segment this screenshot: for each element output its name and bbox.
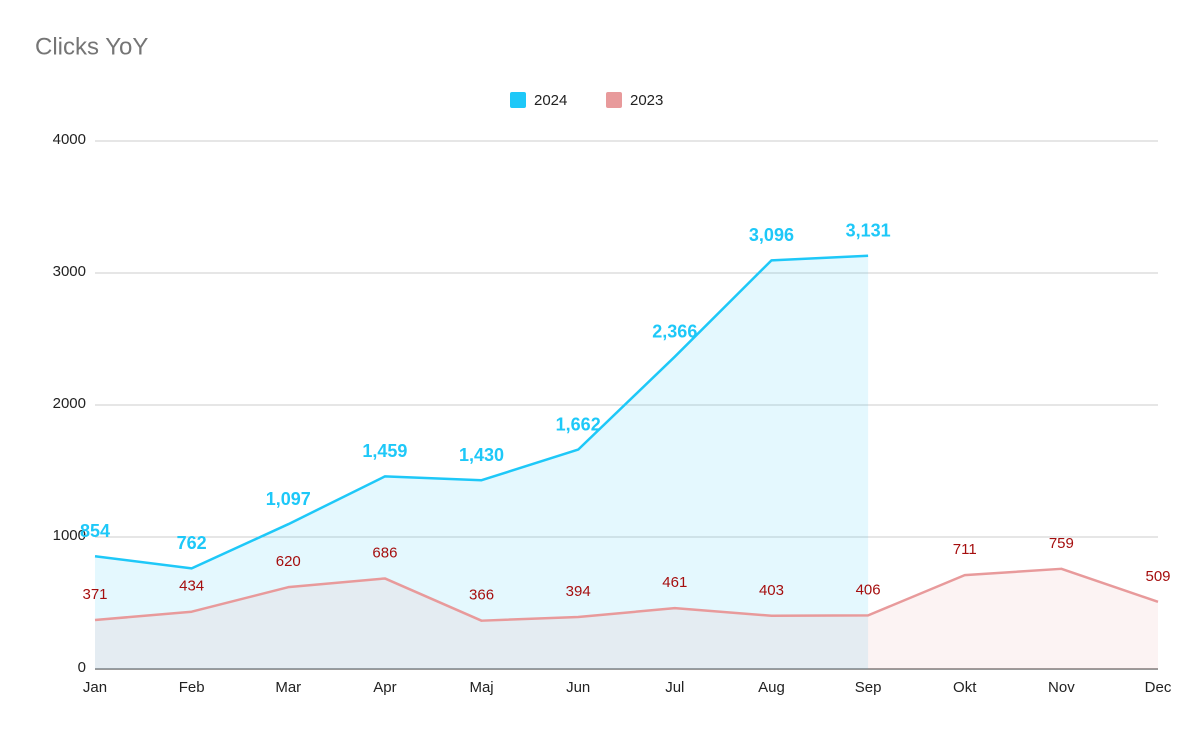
x-tick-label: Dec: [1145, 679, 1172, 696]
data-label: 854: [80, 521, 110, 541]
data-label: 3,131: [846, 220, 891, 240]
x-tick-label: Jan: [83, 679, 107, 696]
y-tick-label: 3000: [53, 263, 86, 280]
data-label: 406: [856, 581, 881, 598]
x-tick-label: Mar: [275, 679, 301, 696]
data-label: 711: [953, 541, 977, 558]
legend: 2024 2023: [510, 92, 663, 109]
data-label: 686: [372, 544, 397, 561]
data-label: 2,366: [652, 321, 697, 341]
x-tick-label: Maj: [469, 679, 493, 696]
y-tick-label: 2000: [53, 395, 86, 412]
area-fill: [95, 255, 869, 669]
y-tick-label: 0: [78, 659, 86, 676]
legend-swatch: [606, 92, 622, 108]
x-tick-label: Nov: [1048, 679, 1075, 696]
data-label: 366: [469, 587, 494, 604]
data-label: 620: [276, 553, 301, 570]
data-label: 762: [177, 533, 207, 553]
data-label: 759: [1049, 535, 1074, 552]
x-tick-label: Sep: [855, 679, 882, 696]
x-tick-label: Jul: [665, 679, 684, 696]
data-label: 461: [662, 574, 687, 591]
data-label: 1,097: [266, 489, 311, 509]
y-tick-label: 4000: [53, 131, 86, 148]
x-tick-label: Apr: [373, 679, 396, 696]
data-label: 434: [179, 578, 204, 595]
data-label: 1,662: [556, 414, 601, 434]
line: [94, 567, 1159, 622]
data-label: 509: [1145, 568, 1170, 585]
x-tick-label: Jun: [566, 679, 590, 696]
y-tick-label: 1000: [53, 527, 86, 544]
data-label: 403: [759, 582, 784, 599]
data-label: 1,430: [459, 445, 504, 465]
legend-label: 2024: [534, 92, 567, 109]
legend-label: 2023: [630, 92, 663, 109]
chart-title: Clicks YoY: [35, 33, 148, 60]
x-tick-label: Feb: [179, 679, 205, 696]
x-tick-label: Okt: [953, 679, 977, 696]
x-tick-label: Aug: [758, 679, 785, 696]
data-label: 394: [566, 583, 591, 600]
data-label: 1,459: [362, 441, 407, 461]
area-fill: [95, 568, 1158, 669]
data-label: 3,096: [749, 225, 794, 245]
data-label: 371: [82, 586, 107, 603]
legend-swatch: [510, 92, 526, 108]
line: [94, 254, 869, 570]
